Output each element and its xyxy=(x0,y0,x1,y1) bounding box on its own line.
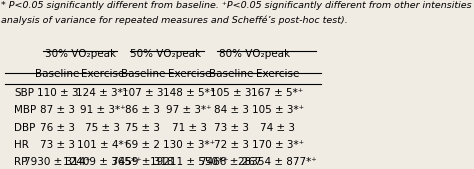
Text: 19211 ± 550*⁺: 19211 ± 550*⁺ xyxy=(150,157,228,167)
Text: 105 ± 3: 105 ± 3 xyxy=(210,88,252,98)
Text: 80% VO₂peak: 80% VO₂peak xyxy=(219,49,290,59)
Text: 91 ± 3*⁺: 91 ± 3*⁺ xyxy=(80,105,126,115)
Text: 110 ± 3: 110 ± 3 xyxy=(37,88,78,98)
Text: 75 ± 3: 75 ± 3 xyxy=(125,123,160,133)
Text: 73 ± 3: 73 ± 3 xyxy=(40,140,75,150)
Text: DBP: DBP xyxy=(14,123,36,133)
Text: 84 ± 3: 84 ± 3 xyxy=(214,105,248,115)
Text: 170 ± 3*⁺: 170 ± 3*⁺ xyxy=(252,140,304,150)
Text: 75 ± 3: 75 ± 3 xyxy=(85,123,120,133)
Text: 28354 ± 877*⁺: 28354 ± 877*⁺ xyxy=(238,157,317,167)
Text: 124 ± 3*⁺: 124 ± 3*⁺ xyxy=(76,88,129,98)
Text: 76 ± 3: 76 ± 3 xyxy=(40,123,75,133)
Text: 12409 ± 365*⁺: 12409 ± 365*⁺ xyxy=(63,157,142,167)
Text: 167 ± 5*⁺: 167 ± 5*⁺ xyxy=(252,88,304,98)
Text: 105 ± 3*⁺: 105 ± 3*⁺ xyxy=(252,105,304,115)
Text: HR: HR xyxy=(14,140,29,150)
Text: Exercise: Exercise xyxy=(256,69,299,79)
Text: 107 ± 3: 107 ± 3 xyxy=(122,88,164,98)
Text: 69 ± 2: 69 ± 2 xyxy=(125,140,160,150)
Text: 101 ± 4*⁺: 101 ± 4*⁺ xyxy=(76,140,128,150)
Text: 130 ± 3*⁺: 130 ± 3*⁺ xyxy=(163,140,215,150)
Text: 50% VO₂peak: 50% VO₂peak xyxy=(130,49,201,59)
Text: Baseline: Baseline xyxy=(120,69,165,79)
Text: 97 ± 3*⁺: 97 ± 3*⁺ xyxy=(166,105,212,115)
Text: 7930 ± 314⁺: 7930 ± 314⁺ xyxy=(24,157,91,167)
Text: 30% VO₂peak: 30% VO₂peak xyxy=(45,49,116,59)
Text: 87 ± 3: 87 ± 3 xyxy=(40,105,75,115)
Text: RP: RP xyxy=(14,157,27,167)
Text: 148 ± 5*⁺: 148 ± 5*⁺ xyxy=(163,88,215,98)
Text: 86 ± 3: 86 ± 3 xyxy=(125,105,160,115)
Text: Exercise: Exercise xyxy=(81,69,124,79)
Text: 7459 ± 318: 7459 ± 318 xyxy=(112,157,173,167)
Text: analysis of variance for repeated measures and Scheffé’s post-hoc test).: analysis of variance for repeated measur… xyxy=(1,16,348,25)
Text: 74 ± 3: 74 ± 3 xyxy=(260,123,295,133)
Text: MBP: MBP xyxy=(14,105,36,115)
Text: Baseline: Baseline xyxy=(36,69,80,79)
Text: 72 ± 3: 72 ± 3 xyxy=(214,140,248,150)
Text: 7468 ± 267: 7468 ± 267 xyxy=(201,157,262,167)
Text: Exercise: Exercise xyxy=(168,69,211,79)
Text: 71 ± 3: 71 ± 3 xyxy=(172,123,207,133)
Text: * P<0.05 significantly different from baseline. ⁺P<0.05 significantly different : * P<0.05 significantly different from ba… xyxy=(1,1,474,10)
Text: SBP: SBP xyxy=(14,88,34,98)
Text: 73 ± 3: 73 ± 3 xyxy=(214,123,248,133)
Text: Baseline: Baseline xyxy=(209,69,253,79)
